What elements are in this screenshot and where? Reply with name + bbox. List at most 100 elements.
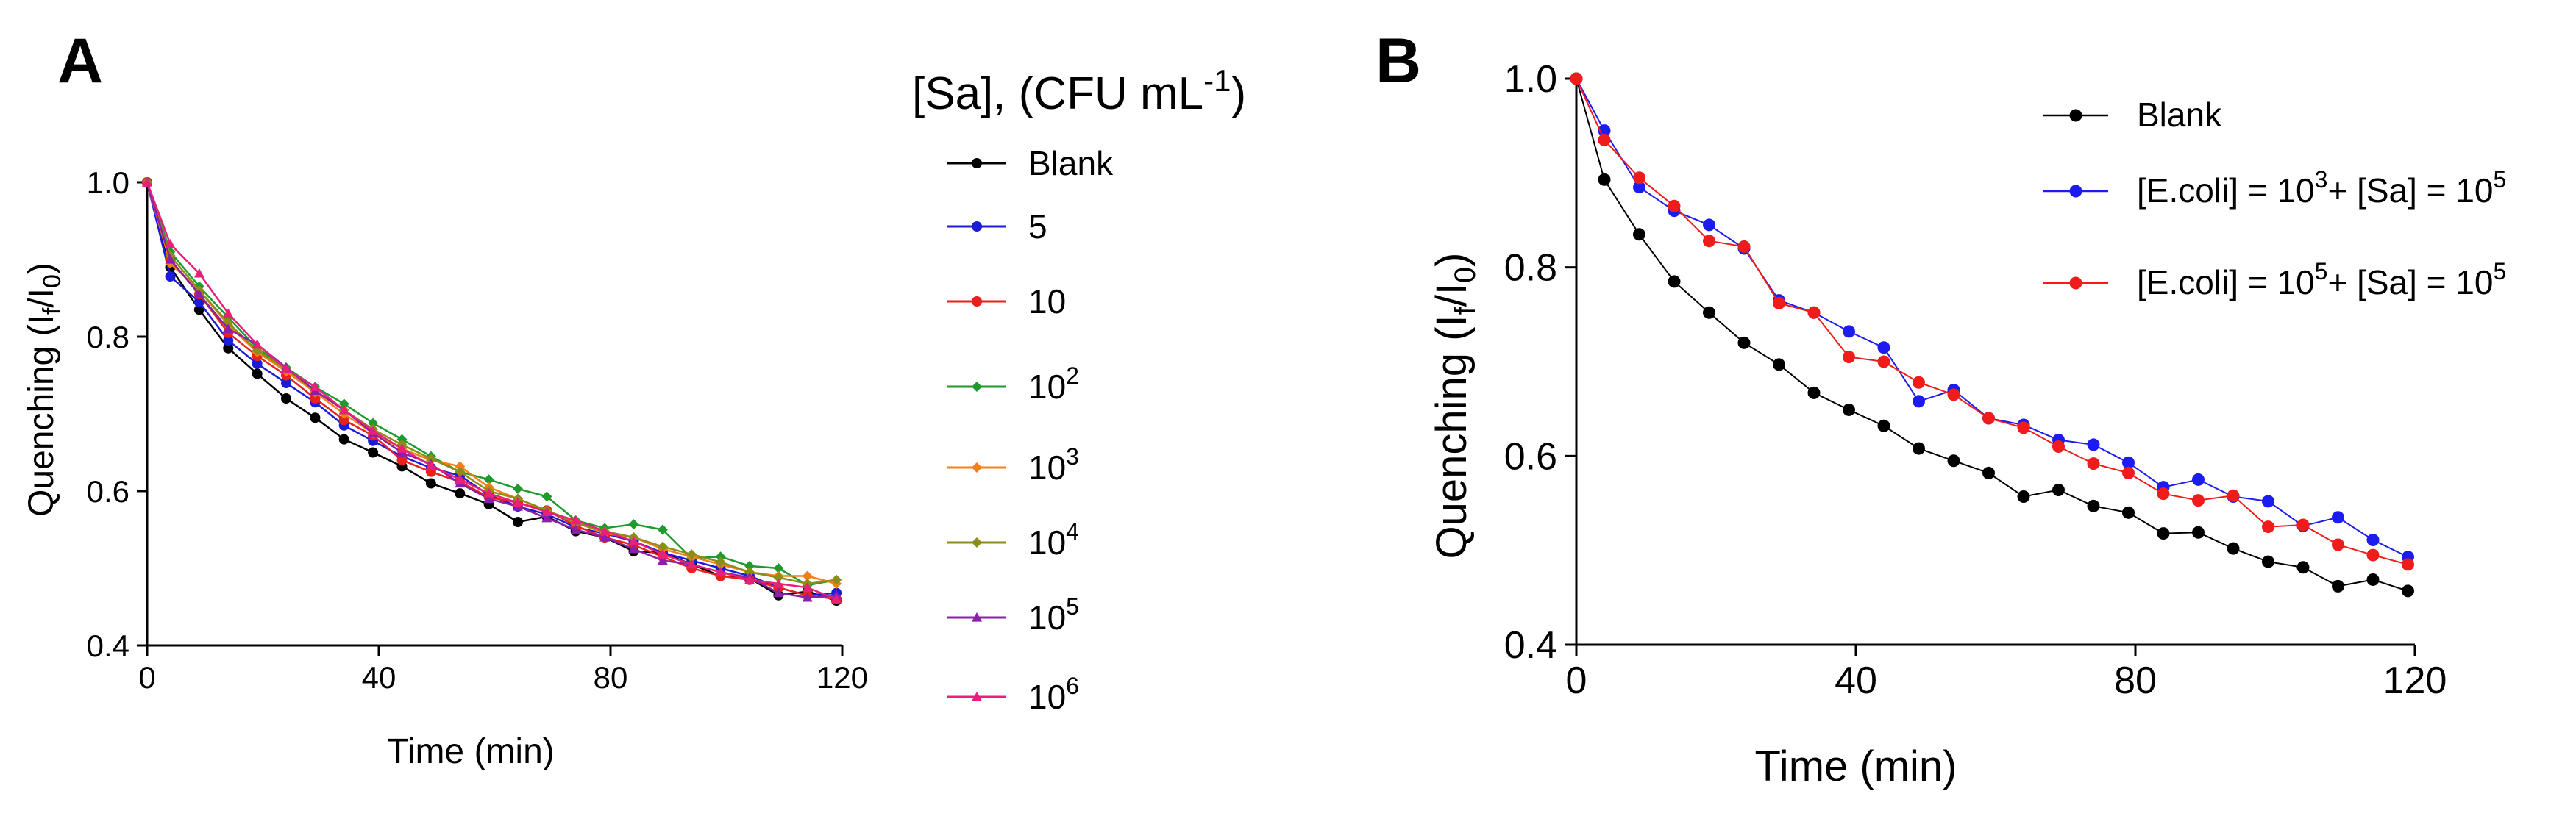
chart-a-legend-item: 106: [947, 673, 1079, 716]
chart-a-data-point: [513, 517, 523, 527]
chart-b-data-point: [1737, 336, 1751, 349]
chart-b-data-point: [2262, 495, 2274, 508]
chart-b-y-axis-label: Quenching (If/I0): [1428, 252, 1481, 559]
chart-b-data-point: [2227, 542, 2240, 555]
chart-a-data-point: [455, 474, 466, 484]
chart-b-data-point: [1877, 341, 1890, 354]
chart-a-data-point: [802, 592, 813, 602]
chart-a-data-point: [570, 524, 581, 534]
chart-a-data-point: [281, 378, 291, 388]
chart-b-legend: Blank [E.coli] = 103+ [Sa] = 105 [E.coli] …: [2043, 96, 2506, 301]
chart-a-legend-label: Blank: [1028, 144, 1114, 182]
chart-b-data-point: [1913, 376, 1925, 389]
chart-b-legend-label: [E.coli] = 105+ [Sa] = 105: [2137, 258, 2506, 301]
chart-b-data-point: [1598, 133, 1611, 146]
chart-a-y-tick-label: 0.8: [87, 320, 129, 354]
chart-a-legend-item: 5: [947, 207, 1047, 246]
chart-b-legend-item: [E.coli] = 103+ [Sa] = 105: [2043, 166, 2506, 210]
chart-a-data-point: [310, 393, 321, 404]
chart-a-data-point: [599, 532, 611, 542]
chart-b-series: [1570, 72, 2414, 564]
chart-a: 0 40 80 120 0.4 0.6 0.8 1.0: [87, 165, 868, 695]
chart-b-series-line: [1576, 78, 2408, 592]
chart-a-legend-marker: [972, 537, 982, 548]
chart-b-data-point: [1773, 358, 1785, 371]
chart-a-legend-marker: [972, 462, 982, 473]
chart-b-legend-item: Blank: [2043, 96, 2222, 134]
chart-a-legend-marker: [972, 221, 982, 232]
chart-a-data-point: [657, 524, 668, 535]
chart-b-data-point: [1773, 296, 1785, 309]
chart-a-x-tick-label: 80: [594, 660, 628, 695]
chart-b-data-point: [1633, 228, 1645, 241]
chart-a-data-point: [483, 474, 494, 485]
chart-b-y-tick-label: 0.6: [1504, 435, 1557, 478]
chart-a-data-point: [715, 556, 726, 568]
chart-a-data-point: [425, 460, 436, 470]
chart-a-data-point: [338, 415, 349, 426]
chart-b-data-point: [2192, 473, 2205, 486]
chart-a-data-point: [396, 443, 408, 453]
chart-a-legend-label: 10: [1028, 282, 1066, 321]
chart-a-legend-marker: [972, 382, 982, 392]
chart-b-series-line: [1576, 78, 2408, 565]
chart-a-x-tick-label: 120: [816, 660, 868, 695]
chart-a-data-point: [310, 412, 321, 423]
chart-a-legend-item: 102: [947, 362, 1079, 406]
chart-b-data-point: [2122, 456, 2135, 469]
chart-a-data-point: [193, 296, 204, 307]
chart-a-legend-marker: [972, 692, 982, 701]
chart-a-data-point: [744, 567, 755, 578]
chart-b-data-point: [2157, 527, 2170, 540]
chart-a-legend-marker: [972, 296, 982, 307]
chart-b-data-point: [1913, 395, 1925, 408]
chart-a-series-line: [146, 182, 837, 599]
chart-a-data-point: [715, 567, 726, 576]
chart-a-data-point: [396, 434, 408, 445]
panel-letter-b: B: [1376, 26, 1421, 96]
chart-b-x-tick-label: 0: [1566, 659, 1587, 702]
chart-b-data-point: [2332, 579, 2344, 593]
chart-b-data-point: [2192, 526, 2205, 539]
chart-b-data-point: [2017, 421, 2030, 434]
chart-a-y-axis-label: Quenching (If/I0): [22, 262, 66, 517]
chart-a-x-tick-label: 40: [362, 660, 396, 695]
chart-a-series-line: [146, 182, 837, 587]
chart-b-legend-marker: [2069, 276, 2082, 290]
chart-b-data-point: [1703, 218, 1715, 232]
chart-a-data-point: [599, 526, 611, 536]
chart-b-data-point: [2017, 490, 2030, 504]
chart-a-legend-label: 102: [1028, 362, 1079, 406]
chart-a-series-line: [146, 182, 837, 601]
chart-b-x-tick-label: 40: [1835, 659, 1877, 702]
chart-b-data-point: [2296, 518, 2310, 532]
chart-b-data-point: [1982, 466, 1995, 479]
chart-a-series: [142, 177, 842, 604]
chart-b-data-point: [2087, 499, 2100, 512]
chart-a-data-point: [338, 434, 349, 445]
chart-b-data-point: [2366, 573, 2380, 586]
chart-a-data-point: [773, 572, 784, 583]
chart-b-data-point: [2332, 538, 2344, 551]
chart-b-data-point: [2052, 484, 2065, 497]
chart-a-y-tick-label: 0.6: [87, 474, 129, 509]
chart-b-data-point: [1668, 275, 1681, 288]
chart-a-data-point: [686, 559, 697, 569]
chart-a-data-point: [802, 582, 813, 592]
chart-b-data-point: [1947, 388, 1960, 401]
chart-b-data-point: [2402, 558, 2414, 571]
chart-b-data-point: [2402, 584, 2414, 598]
chart-b-data-point: [2087, 438, 2100, 451]
chart-a-data-point: [252, 368, 263, 379]
chart-b-data-point: [2122, 506, 2135, 519]
chart-a-legend-title: [Sa], (CFU mL-1): [912, 63, 1246, 119]
chart-a-data-point: [368, 418, 379, 429]
chart-b-legend-marker: [2069, 109, 2082, 122]
chart-b-data-point: [1737, 240, 1751, 253]
chart-a-data-point: [223, 323, 234, 334]
chart-b-data-point: [2227, 489, 2240, 502]
chart-b-x-tick-label: 80: [2114, 659, 2157, 702]
chart-a-legend-marker: [972, 612, 982, 622]
chart-a-data-point: [338, 398, 349, 409]
chart-b-data-point: [1807, 306, 1821, 319]
